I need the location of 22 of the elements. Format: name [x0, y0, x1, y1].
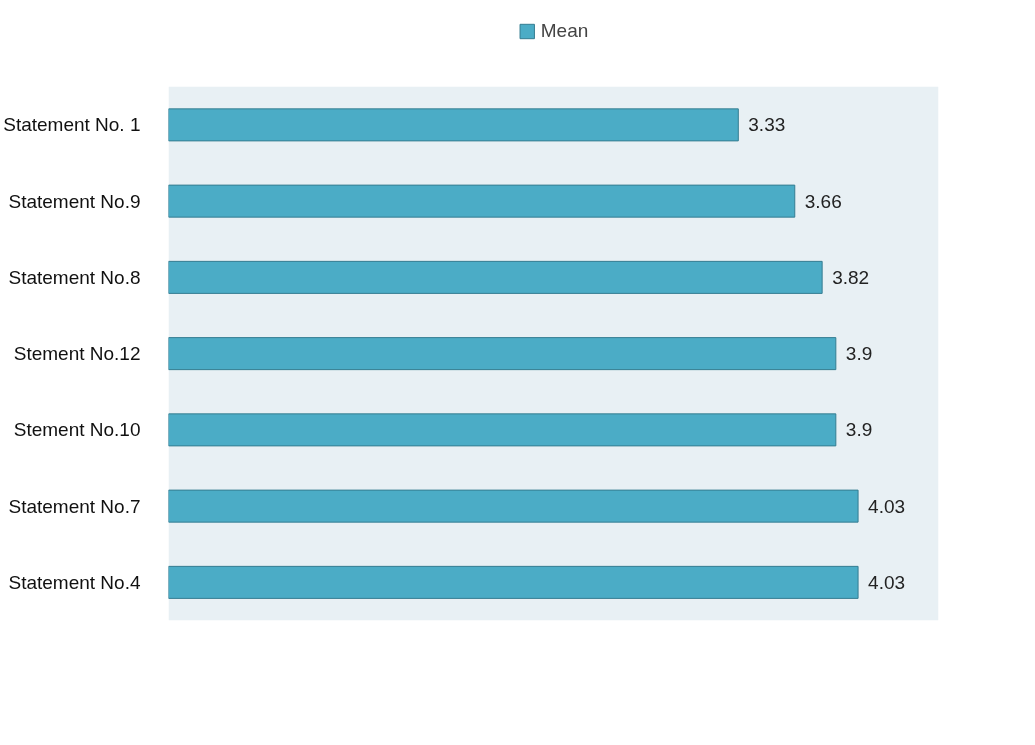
y-tick-label: Statement No.9 [8, 190, 141, 212]
bar [168, 337, 837, 371]
bar [168, 413, 837, 447]
y-tick-label: Stement No.10 [13, 419, 141, 441]
data-label: 3.9 [845, 343, 873, 365]
data-label: 4.03 [868, 571, 906, 593]
bar [168, 184, 796, 218]
legend-label: Mean [540, 20, 589, 42]
bar [168, 108, 739, 142]
y-tick-label: Statement No.4 [8, 571, 141, 593]
data-label: 4.03 [868, 495, 906, 517]
data-label: 3.33 [748, 114, 786, 136]
data-label: 3.82 [832, 266, 870, 288]
data-label: 3.9 [845, 419, 873, 441]
y-tick-label: Statement No.7 [8, 495, 141, 517]
y-tick-label: Statement No. 1 [3, 114, 141, 136]
bar [168, 489, 859, 523]
data-label: 3.66 [804, 190, 842, 212]
bar [168, 565, 859, 599]
y-tick-label: Statement No.8 [8, 266, 141, 288]
bar [168, 260, 823, 294]
y-tick-label: Stement No.12 [13, 343, 141, 365]
